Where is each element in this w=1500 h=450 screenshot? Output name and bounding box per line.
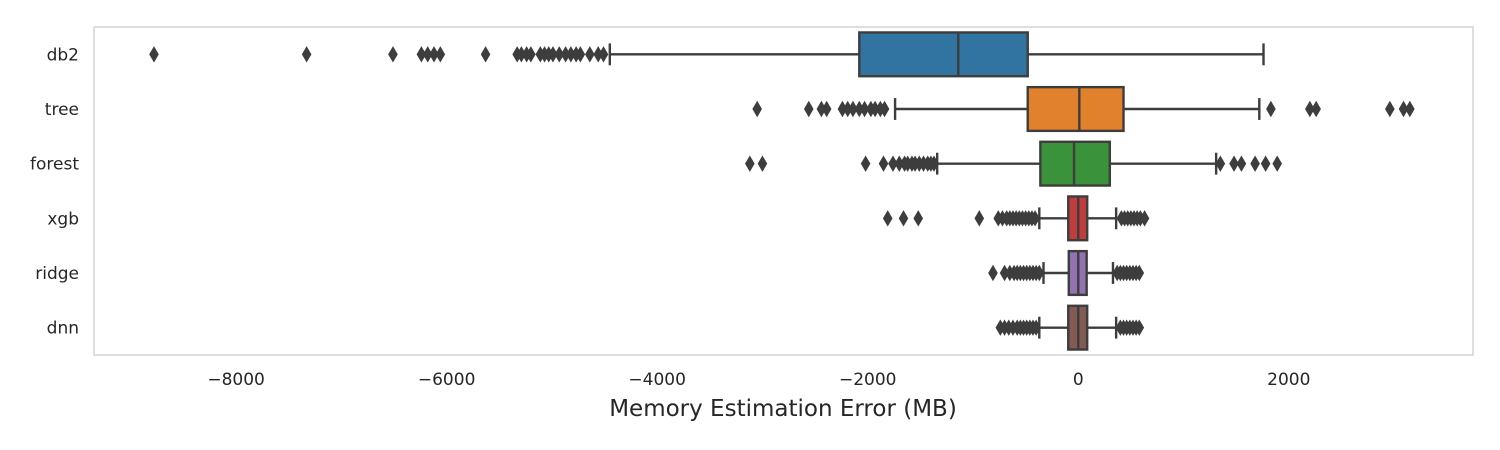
y-tick-label-db2: db2 (47, 45, 79, 65)
outlier-db2 (388, 46, 398, 63)
box-db2 (858, 31, 1029, 78)
outlier-db2 (422, 46, 433, 63)
box-tree (1026, 85, 1125, 133)
outlier-xgb (1030, 210, 1040, 227)
outlier-tree (803, 100, 814, 118)
x-tick-label: −6000 (418, 370, 476, 390)
outlier-db2 (566, 46, 576, 63)
outlier-tree (848, 100, 858, 118)
outlier-forest (878, 155, 889, 172)
outlier-forest (894, 155, 905, 172)
outlier-ridge (1134, 264, 1145, 282)
x-tick-label: 2000 (1267, 370, 1310, 390)
x-tick-label: 0 (1073, 370, 1084, 390)
outlier-tree (870, 100, 880, 118)
x-tick-label: −4000 (628, 370, 686, 390)
outlier-forest (757, 155, 768, 172)
outlier-dnn (1134, 319, 1145, 336)
x-axis-title: Memory Estimation Error (MB) (609, 396, 957, 422)
y-tick-label-dnn: dnn (47, 319, 79, 339)
y-tick-label-forest: forest (30, 155, 79, 175)
outlier-db2 (480, 46, 491, 63)
outlier-tree (1266, 100, 1276, 118)
box-group-db2 (149, 31, 1265, 78)
box-group-ridge (988, 249, 1145, 297)
outlier-forest (745, 155, 755, 172)
outlier-tree (1405, 100, 1415, 118)
x-tick-label: −2000 (839, 370, 897, 390)
outlier-db2 (548, 46, 558, 63)
outlier-forest (1215, 155, 1226, 172)
outlier-xgb (974, 210, 985, 227)
y-tick-labels: db2 tree forest xgb ridge dnn (30, 45, 79, 338)
outlier-tree (1398, 100, 1409, 118)
outlier-db2 (575, 46, 586, 63)
outlier-tree (842, 100, 853, 118)
outlier-forest (1236, 155, 1247, 172)
outlier-forest (860, 155, 871, 172)
outlier-forest (929, 155, 939, 172)
outlier-tree (837, 100, 848, 118)
outlier-forest (1229, 155, 1239, 172)
y-tick-label-tree: tree (45, 100, 79, 120)
outlier-db2 (526, 46, 536, 63)
outlier-db2 (516, 46, 527, 63)
y-tick-label-ridge: ridge (35, 264, 79, 284)
outlier-db2 (598, 46, 609, 63)
outlier-tree (879, 100, 890, 118)
outlier-ridge (1034, 264, 1045, 282)
outlier-db2 (429, 46, 439, 63)
outlier-tree (821, 100, 832, 118)
outlier-xgb (1139, 210, 1150, 227)
x-tick-labels: −8000 −6000 −4000 −2000 0 2000 (207, 370, 1310, 390)
outlier-tree (1311, 100, 1321, 118)
outlier-db2 (301, 46, 312, 63)
outlier-forest (1250, 155, 1260, 172)
boxes-layer (149, 31, 1415, 351)
outlier-db2 (560, 46, 571, 63)
outlier-forest (888, 155, 898, 172)
outlier-db2 (593, 46, 604, 63)
outlier-tree (752, 100, 762, 118)
outlier-tree (854, 100, 865, 118)
box-group-forest (745, 140, 1283, 187)
outlier-xgb (898, 210, 909, 227)
outlier-tree (1305, 100, 1315, 118)
outlier-xgb (882, 210, 893, 227)
outlier-ridge (988, 264, 998, 282)
x-tick-label: −8000 (207, 370, 265, 390)
outlier-tree (859, 100, 870, 118)
outlier-ridge (999, 264, 1010, 282)
box-group-xgb (882, 195, 1150, 242)
outlier-forest (1272, 155, 1283, 172)
box-group-dnn (995, 304, 1145, 351)
outlier-db2 (554, 46, 565, 63)
outlier-db2 (585, 46, 595, 63)
outlier-db2 (435, 46, 446, 63)
outlier-dnn (1031, 319, 1041, 336)
outlier-db2 (416, 46, 427, 63)
y-tick-label-xgb: xgb (47, 209, 79, 229)
outlier-db2 (149, 46, 159, 63)
outlier-tree (816, 100, 827, 118)
plot-frame (93, 26, 1474, 356)
outlier-xgb (913, 210, 924, 227)
box-group-tree (752, 85, 1415, 133)
outlier-forest (1260, 155, 1271, 172)
outlier-tree (1385, 100, 1395, 118)
